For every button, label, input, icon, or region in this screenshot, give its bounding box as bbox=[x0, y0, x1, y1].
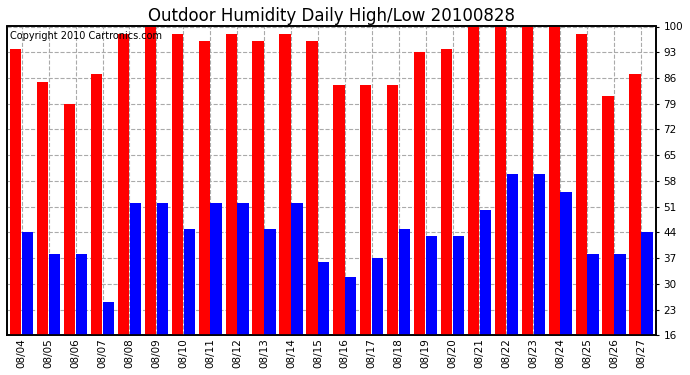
Bar bbox=[441, 49, 452, 375]
Bar bbox=[426, 236, 437, 375]
Bar bbox=[172, 34, 183, 375]
Bar bbox=[103, 302, 114, 375]
Bar bbox=[37, 82, 48, 375]
Bar bbox=[614, 255, 626, 375]
Bar bbox=[360, 86, 371, 375]
Bar bbox=[10, 49, 21, 375]
Bar bbox=[253, 41, 264, 375]
Bar bbox=[130, 203, 141, 375]
Bar bbox=[318, 262, 330, 375]
Bar bbox=[226, 34, 237, 375]
Bar bbox=[480, 210, 491, 375]
Bar bbox=[291, 203, 302, 375]
Bar bbox=[145, 27, 156, 375]
Bar bbox=[549, 27, 560, 375]
Bar bbox=[533, 174, 545, 375]
Bar bbox=[237, 203, 248, 375]
Bar bbox=[118, 34, 129, 375]
Bar bbox=[641, 232, 653, 375]
Bar bbox=[387, 86, 398, 375]
Bar bbox=[629, 74, 641, 375]
Bar bbox=[279, 34, 290, 375]
Bar bbox=[560, 192, 572, 375]
Bar bbox=[399, 229, 411, 375]
Bar bbox=[575, 34, 587, 375]
Text: Copyright 2010 Cartronics.com: Copyright 2010 Cartronics.com bbox=[10, 31, 162, 41]
Bar bbox=[333, 86, 344, 375]
Bar bbox=[522, 27, 533, 375]
Bar bbox=[306, 41, 317, 375]
Bar bbox=[264, 229, 275, 375]
Bar bbox=[157, 203, 168, 375]
Bar bbox=[210, 203, 221, 375]
Bar bbox=[345, 277, 357, 375]
Bar bbox=[184, 229, 195, 375]
Bar bbox=[49, 255, 60, 375]
Bar bbox=[495, 27, 506, 375]
Bar bbox=[91, 74, 102, 375]
Bar bbox=[506, 174, 518, 375]
Bar bbox=[372, 258, 384, 375]
Bar bbox=[602, 96, 614, 375]
Title: Outdoor Humidity Daily High/Low 20100828: Outdoor Humidity Daily High/Low 20100828 bbox=[148, 7, 515, 25]
Bar bbox=[414, 52, 425, 375]
Bar bbox=[199, 41, 210, 375]
Bar bbox=[76, 255, 87, 375]
Bar bbox=[468, 27, 479, 375]
Bar bbox=[64, 104, 75, 375]
Bar bbox=[22, 232, 33, 375]
Bar bbox=[587, 255, 599, 375]
Bar bbox=[453, 236, 464, 375]
